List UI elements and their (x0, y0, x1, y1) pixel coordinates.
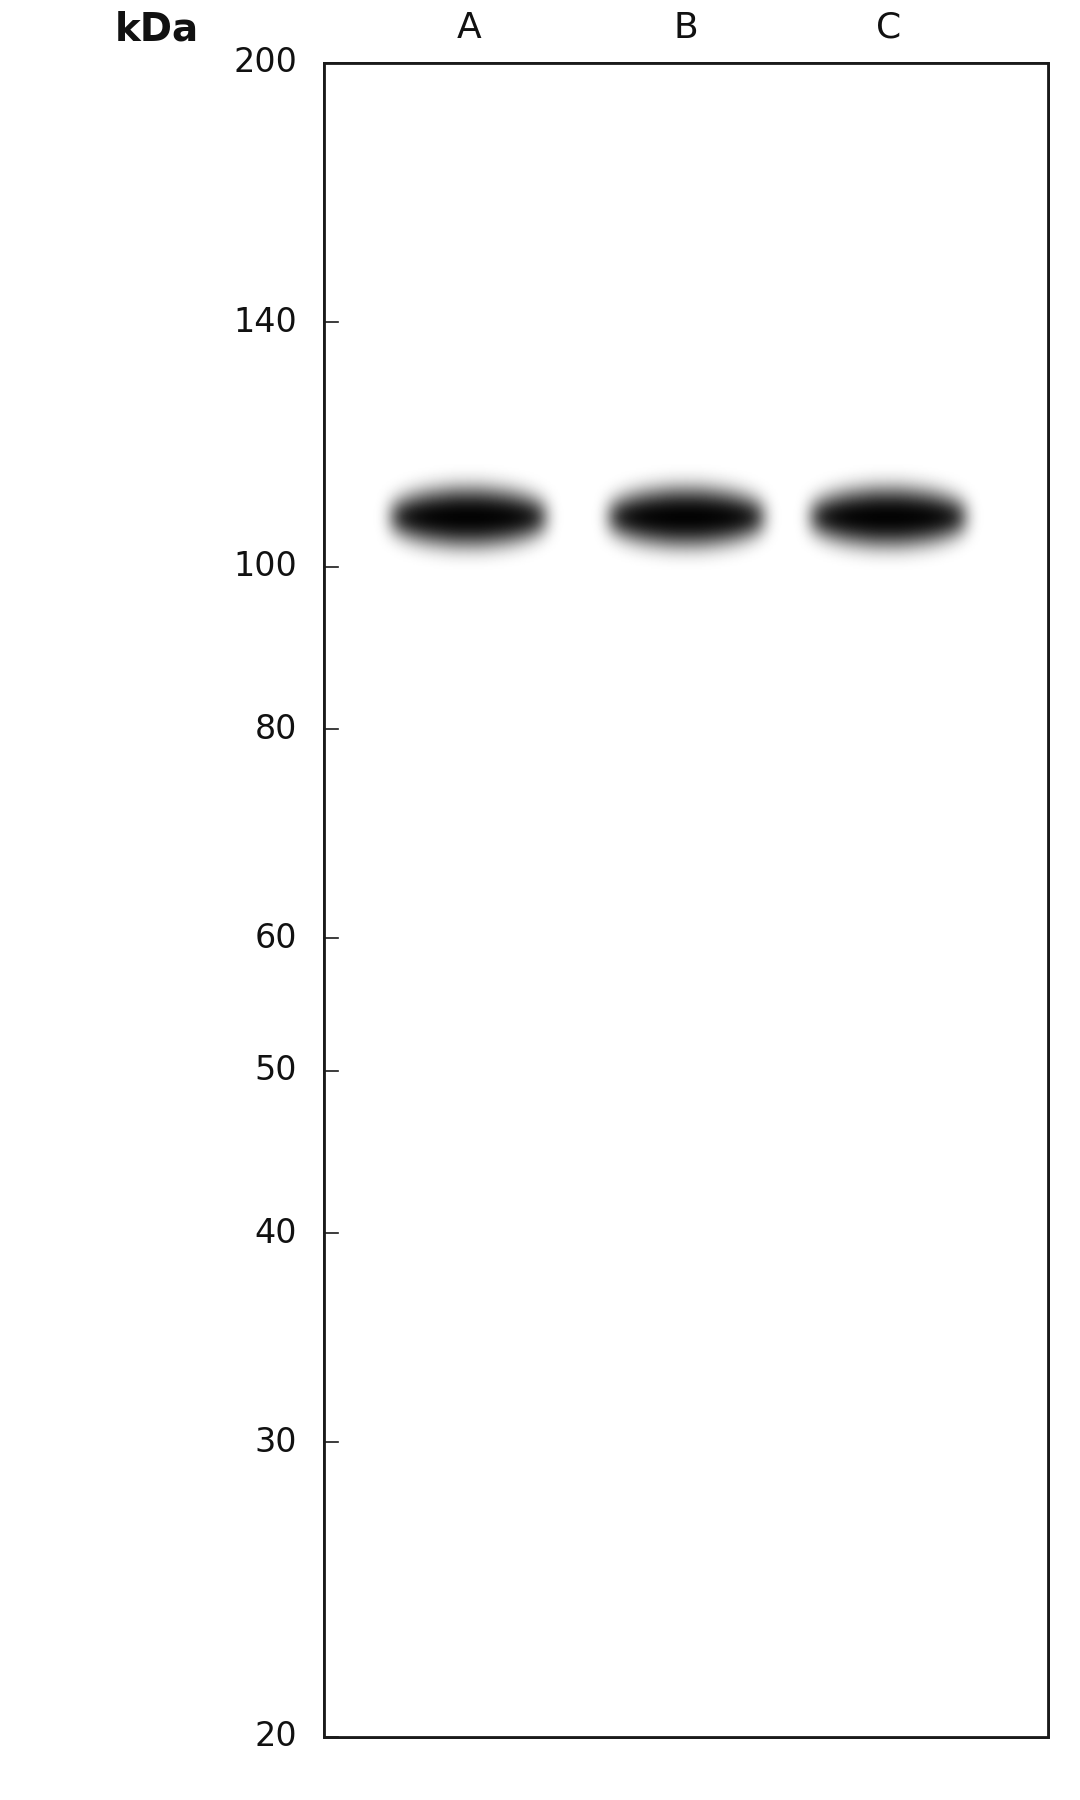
Text: 20: 20 (255, 1721, 297, 1753)
Text: B: B (674, 11, 698, 45)
Bar (324, 63, 1048, 1737)
Text: 200: 200 (233, 47, 297, 79)
Text: A: A (457, 11, 481, 45)
Text: kDa: kDa (114, 11, 199, 49)
Text: 50: 50 (255, 1055, 297, 1087)
Text: 30: 30 (255, 1426, 297, 1458)
Text: 140: 140 (233, 306, 297, 338)
Text: 100: 100 (233, 551, 297, 583)
Bar (324, 63, 1048, 1737)
Text: 40: 40 (255, 1217, 297, 1249)
Text: C: C (876, 11, 901, 45)
Text: 60: 60 (255, 922, 297, 954)
Text: 80: 80 (255, 713, 297, 745)
